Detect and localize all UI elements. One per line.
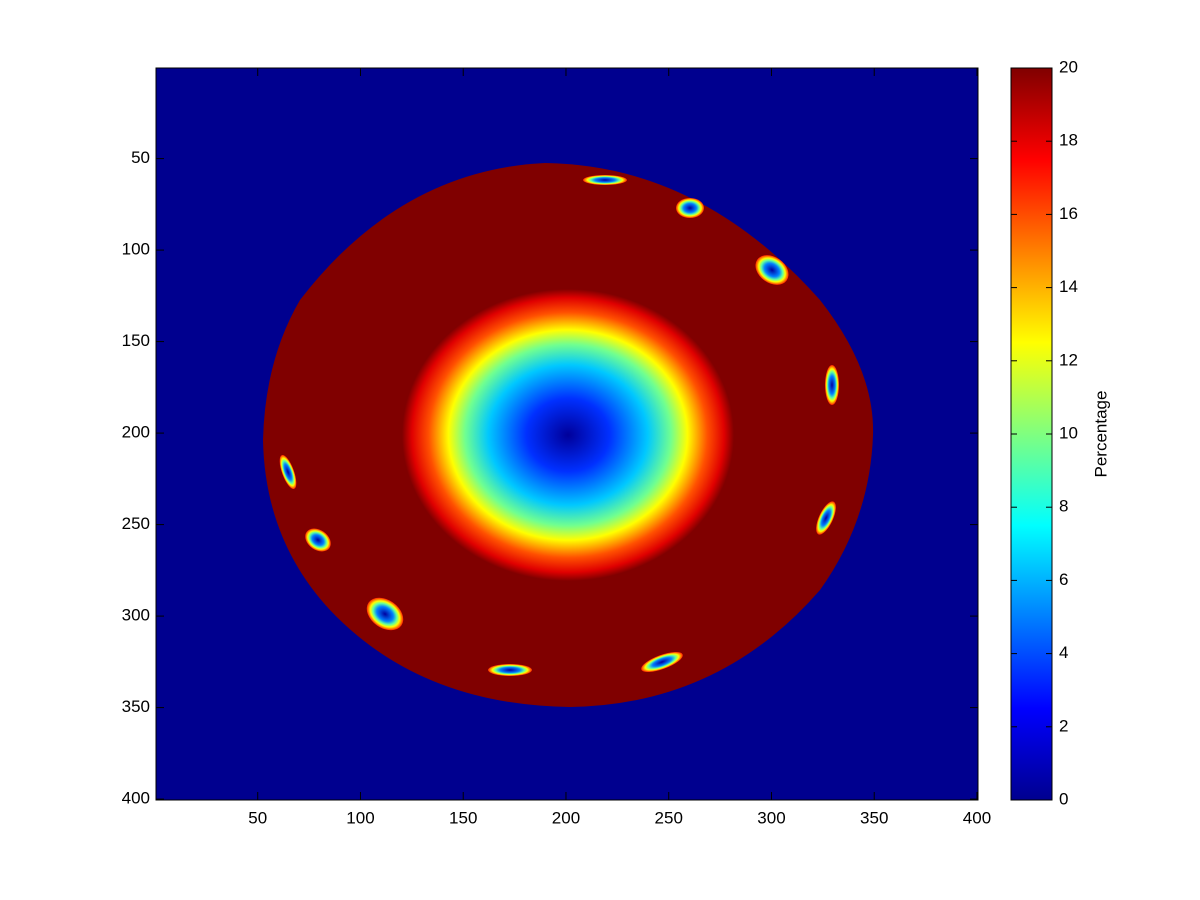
colorbar-tick-label: 18	[1059, 131, 1078, 150]
spot	[825, 365, 839, 405]
y-tick-label: 400	[122, 789, 150, 808]
x-tick-label: 300	[757, 808, 785, 827]
spot	[366, 597, 404, 631]
colorbar-label: Percentage	[1091, 391, 1110, 478]
x-tick-label: 350	[860, 808, 888, 827]
y-tick-label: 350	[122, 697, 150, 716]
x-tick-label: 50	[248, 808, 267, 827]
heatmap-image	[156, 68, 978, 800]
x-tick-label: 250	[655, 808, 683, 827]
colorbar	[1010, 67, 1053, 801]
y-tick-label: 100	[122, 240, 150, 259]
spot	[583, 175, 627, 185]
colorbar-tick-label: 16	[1059, 204, 1078, 223]
colorbar-tick-label: 14	[1059, 277, 1078, 296]
spot	[755, 255, 789, 285]
colorbar-tick-label: 20	[1059, 57, 1078, 76]
y-tick-label: 200	[122, 423, 150, 442]
colorbar-tick-label: 8	[1059, 497, 1068, 516]
spot	[305, 528, 331, 552]
bowl	[402, 289, 734, 581]
axes-box	[155, 67, 979, 801]
y-tick-label: 50	[131, 148, 150, 167]
y-tick-label: 300	[122, 606, 150, 625]
spot	[641, 652, 683, 672]
colorbar-tick-label: 2	[1059, 716, 1068, 735]
x-tick-label: 200	[552, 808, 580, 827]
x-tick-label: 150	[449, 808, 477, 827]
y-tick-label: 250	[122, 514, 150, 533]
colorbar-tick-label: 4	[1059, 643, 1068, 662]
colorbar-tick-label: 12	[1059, 350, 1078, 369]
x-tick-label: 400	[963, 808, 991, 827]
spot	[488, 664, 532, 676]
spot	[676, 198, 704, 218]
colorbar-tick-label: 10	[1059, 423, 1078, 442]
spot	[816, 501, 836, 535]
colorbar-tick-label: 6	[1059, 570, 1068, 589]
colorbar-tick-label: 0	[1059, 789, 1068, 808]
spot	[279, 454, 297, 490]
x-tick-label: 100	[346, 808, 374, 827]
y-tick-label: 150	[122, 331, 150, 350]
